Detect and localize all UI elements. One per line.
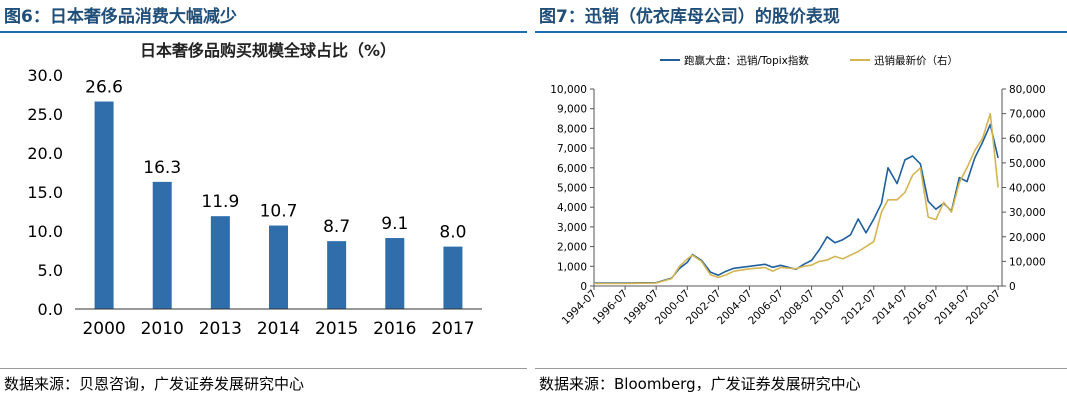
y-right-tick-label: 40,000 [1009,183,1046,195]
bar-2017 [443,246,463,309]
legend-label: 迅销最新价（右） [874,54,958,67]
title-rule [535,31,1067,33]
bar-2010 [152,181,172,309]
x-tick-label: 2010 [141,319,184,334]
bar-value-label: 26.6 [85,78,123,98]
source-note: 数据来源：Bloomberg，广发证券发展研究中心 [539,375,861,393]
bar-2013 [210,216,230,309]
x-tick-label: 2017 [431,319,474,334]
y-tick-label: 20.0 [27,144,63,163]
bar-2016 [385,238,405,309]
bar-value-label: 8.0 [439,223,466,243]
figure-title: 图6：日本奢侈品消费大幅减少 [4,7,237,27]
y-right-tick-label: 70,000 [1009,109,1046,121]
y-right-tick-label: 60,000 [1009,133,1046,145]
x-tick-label: 2015 [315,319,358,334]
y-left-tick-label: 5,000 [557,183,587,195]
figure-title: 图7：迅销（优衣库母公司）的股价表现 [539,7,840,27]
y-left-tick-label: 4,000 [557,202,587,214]
right-panel: 图7：迅销（优衣库母公司）的股价表现 跑赢大盘：迅销/Topix指数 迅销最新价（… [535,0,1067,401]
bar-value-label: 16.3 [143,158,181,178]
y-tick-label: 0.0 [38,300,63,319]
chart-title: 日本奢侈品购买规模全球占比（%） [140,41,396,60]
y-tick-label: 10.0 [27,222,63,241]
legend-label: 跑赢大盘：迅销/Topix指数 [684,54,809,67]
series-line-price [594,112,999,285]
title-rule [0,31,527,33]
y-right-tick-label: 50,000 [1009,158,1046,170]
y-tick-label: 30.0 [27,66,63,85]
y-left-tick-label: 10,000 [550,84,587,96]
line-chart: 跑赢大盘：迅销/Topix指数 迅销最新价（右） 0 1,000 2,000 3,000… [550,54,1046,328]
y-tick-label: 5.0 [38,261,63,280]
y-right-tick-label: 20,000 [1009,232,1046,244]
x-tick-label: 2020-07 [964,288,1004,328]
source-rule [535,368,1067,369]
y-tick-label: 15.0 [27,183,63,202]
left-panel: 图6：日本奢侈品消费大幅减少 日本奢侈品购买规模全球占比（%） 0.0 5.0 10… [0,0,527,401]
y-left-tick-label: 0 [580,281,587,293]
bar-value-label: 9.1 [381,214,408,234]
x-tick-label: 2016 [373,319,416,334]
bar-chart: 日本奢侈品购买规模全球占比（%） 0.0 5.0 10.0 15.0 20.0 25.0 3… [27,41,482,334]
y-left-tick-label: 2,000 [557,242,587,254]
y-tick-label: 25.0 [27,105,63,124]
y-right-tick-label: 10,000 [1009,256,1046,268]
series-line-outperformance [594,123,999,284]
x-tick-label: 2000 [82,319,125,334]
x-tick-label: 2014 [257,319,300,334]
y-left-tick-label: 1,000 [557,261,587,273]
y-left-tick-label: 6,000 [557,163,587,175]
bar-2015 [327,241,347,309]
bar-2014 [269,225,288,309]
source-note: 数据来源：贝恩咨询，广发证券发展研究中心 [4,375,305,393]
source-rule [0,368,527,369]
y-right-tick-label: 0 [1009,281,1016,293]
y-left-tick-label: 9,000 [557,104,587,116]
y-right-tick-label: 80,000 [1009,84,1046,96]
y-left-tick-label: 3,000 [557,222,587,234]
y-left-tick-label: 8,000 [557,123,587,135]
y-right-tick-label: 30,000 [1009,207,1046,219]
bar-2000 [94,101,114,310]
x-tick-label: 2013 [199,319,242,334]
y-left-tick-label: 7,000 [557,143,587,155]
bar-value-label: 8.7 [323,217,350,237]
bar-value-label: 10.7 [260,202,298,222]
bar-value-label: 11.9 [201,192,239,212]
